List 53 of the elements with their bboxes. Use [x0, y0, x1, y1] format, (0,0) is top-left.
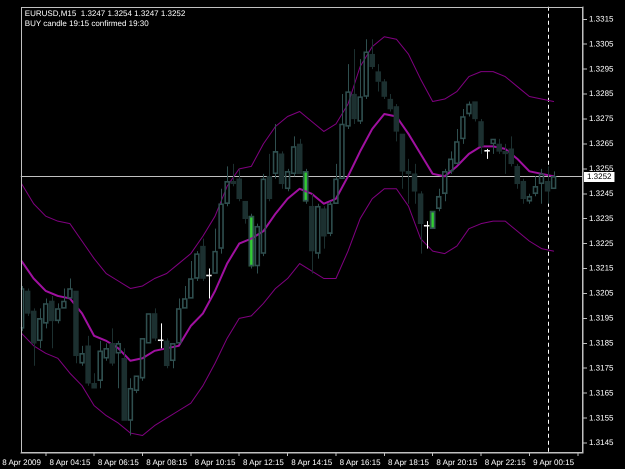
- y-tick-label: 1.3265: [589, 139, 614, 148]
- text: BUY candle 19:15 confirmed 19:30: [24, 19, 150, 28]
- y-tick-label: 1.3205: [589, 288, 614, 298]
- candlestick: [266, 153, 272, 202]
- x-tick-label: 8 Apr 18:15: [388, 458, 430, 468]
- x-tick-label: 8 Apr 04:15: [49, 458, 91, 468]
- candlestick: [296, 138, 302, 174]
- candlestick: [369, 38, 376, 70]
- x-tick-label: 8 Apr 06:15: [98, 458, 140, 468]
- y-tick-label: 1.3305: [589, 39, 614, 48]
- y-tick-label: 1.3195: [589, 314, 614, 323]
- y-tick-label: 1.3225: [589, 238, 614, 248]
- y-tick-label: 1.3285: [589, 89, 614, 98]
- candlestick: [308, 193, 315, 274]
- y-tick-label: 1.3245: [589, 188, 614, 198]
- candlestick: [321, 206, 327, 250]
- candlestick: [122, 348, 128, 421]
- candlestick: [242, 200, 248, 224]
- x-tick-label: 8 Apr 12:15: [242, 458, 284, 468]
- candlestick: [375, 64, 382, 92]
- candlestick: [351, 48, 357, 124]
- candlestick: [73, 290, 79, 364]
- candlestick: [206, 268, 212, 299]
- candlestick: [478, 118, 484, 154]
- y-tick-label: 1.3255: [589, 164, 614, 174]
- chart-title: EURUSD,M15 1.3247 1.3254 1.3247 1.3252: [24, 9, 186, 18]
- candlestick: [48, 295, 55, 349]
- y-tick-label: 1.3155: [589, 413, 614, 422]
- y-tick-label: 1.3165: [589, 388, 614, 398]
- candlestick: [381, 78, 388, 100]
- candlestick: [278, 150, 284, 190]
- candlestick: [418, 190, 424, 254]
- candlestick: [544, 166, 550, 204]
- x-tick-label: 8 Apr 14:15: [291, 458, 333, 468]
- candlestick: [152, 308, 158, 342]
- x-tick-label: 8 Apr 08:15: [146, 458, 188, 468]
- x-tick-label: 8 Apr 20:15: [436, 458, 478, 468]
- y-tick-label: 1.3235: [589, 214, 614, 223]
- ref-line-label: 1.3252: [587, 172, 612, 182]
- candlestick: [200, 238, 206, 282]
- x-tick-label: 9 Apr 00:15: [533, 458, 575, 468]
- y-tick-label: 1.3215: [589, 264, 614, 273]
- y-tick-label: 1.3275: [589, 114, 614, 124]
- y-tick-label: 1.3185: [589, 338, 614, 348]
- y-tick-label: 1.3145: [589, 438, 614, 448]
- y-tick-label: 1.3295: [589, 64, 614, 74]
- x-tick-label: 8 Apr 16:15: [340, 458, 382, 468]
- candlestick: [109, 328, 116, 366]
- x-tick-label: 8 Apr 22:15: [484, 458, 526, 468]
- x-tick-label: 8 Apr 2009: [2, 458, 42, 468]
- x-tick-label: 8 Apr 10:15: [194, 458, 236, 468]
- y-tick-label: 1.3175: [589, 363, 614, 372]
- y-tick-label: 1.3315: [589, 14, 614, 24]
